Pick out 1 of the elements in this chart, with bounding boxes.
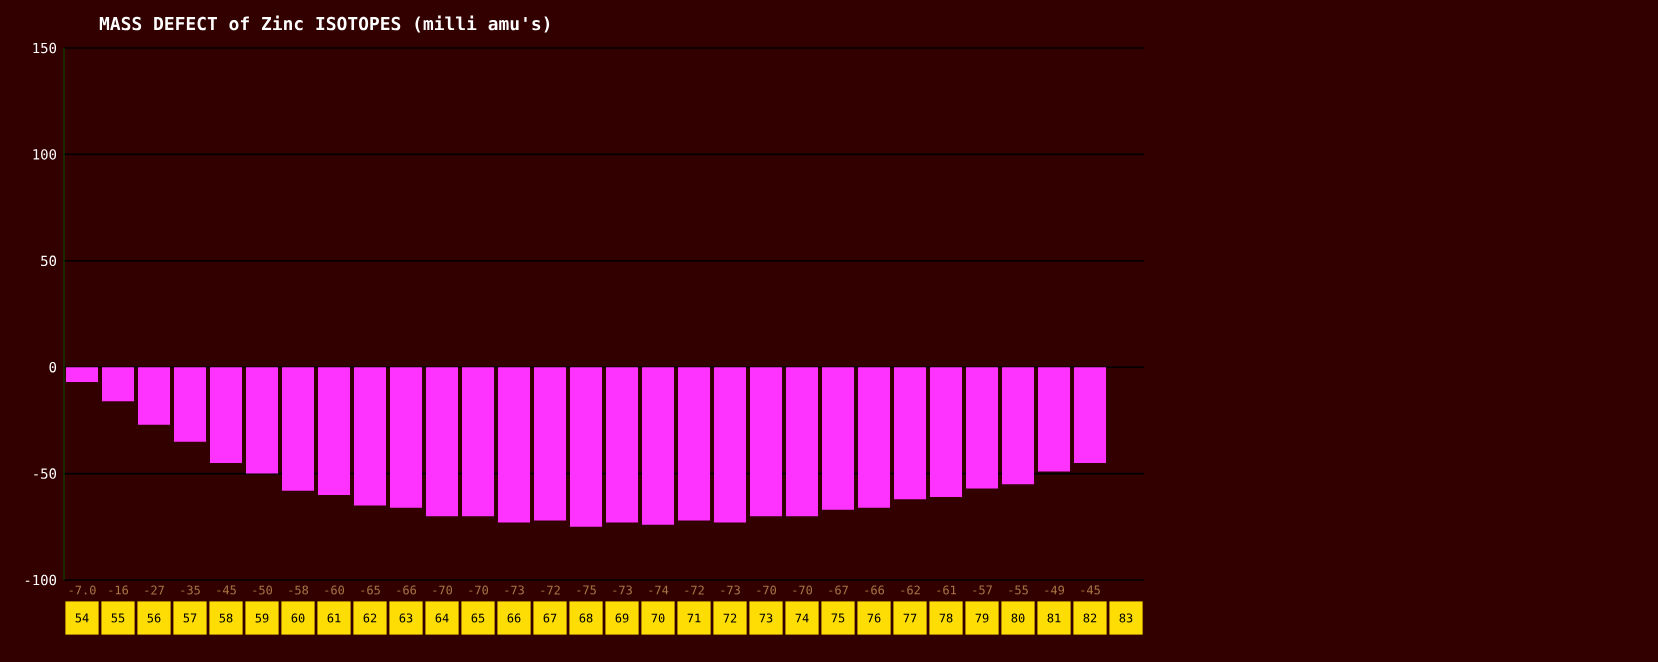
- chart-title: MASS DEFECT of Zinc ISOTOPES (milli amu's): [99, 15, 550, 33]
